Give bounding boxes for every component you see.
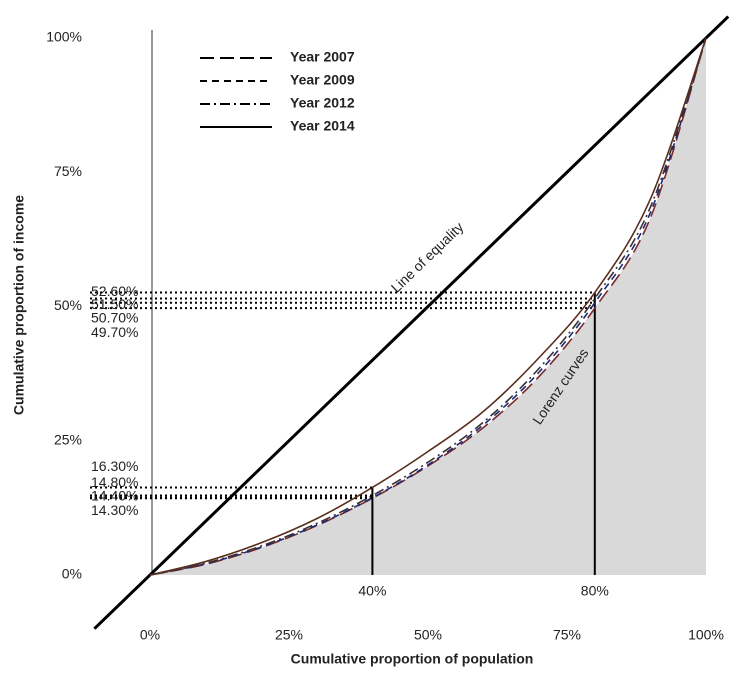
y-tick-label: 100% [46, 29, 82, 45]
value-label: 52.60% [91, 283, 138, 299]
value-label: 51.50% [91, 296, 138, 312]
shaded-area [150, 38, 706, 575]
y-tick-label: 25% [54, 431, 82, 447]
equality-line [93, 15, 730, 630]
value-label: 49.70% [91, 324, 138, 340]
x-tick-label: 100% [688, 627, 724, 643]
x-axis-title: Cumulative proportion of population [291, 651, 534, 667]
legend-label: Year 2009 [290, 72, 355, 88]
x-tick-label: 0% [140, 627, 160, 643]
marker-label: 40% [358, 583, 386, 599]
value-label: 14.30% [91, 502, 138, 518]
legend-label: Year 2012 [290, 95, 355, 111]
x-tick-label: 75% [553, 627, 581, 643]
lorenz-curve [149, 37, 707, 576]
y-tick-label: 75% [54, 163, 82, 179]
y-tick-label: 0% [62, 566, 82, 582]
value-label: 50.70% [91, 309, 138, 325]
lorenz-curve [149, 37, 707, 576]
marker-label: 80% [581, 583, 609, 599]
value-label: 14.40% [91, 487, 138, 503]
y-axis-title: Cumulative proportion of income [11, 195, 27, 415]
value-label: 14.80% [91, 474, 138, 490]
annotation: Line of equality [388, 219, 467, 296]
value-label: 16.30% [91, 458, 138, 474]
lorenz-curve [149, 37, 707, 576]
x-tick-label: 25% [275, 627, 303, 643]
legend-label: Year 2007 [290, 49, 355, 65]
legend-label: Year 2014 [290, 118, 355, 134]
x-tick-label: 50% [414, 627, 442, 643]
y-tick-label: 50% [54, 297, 82, 313]
